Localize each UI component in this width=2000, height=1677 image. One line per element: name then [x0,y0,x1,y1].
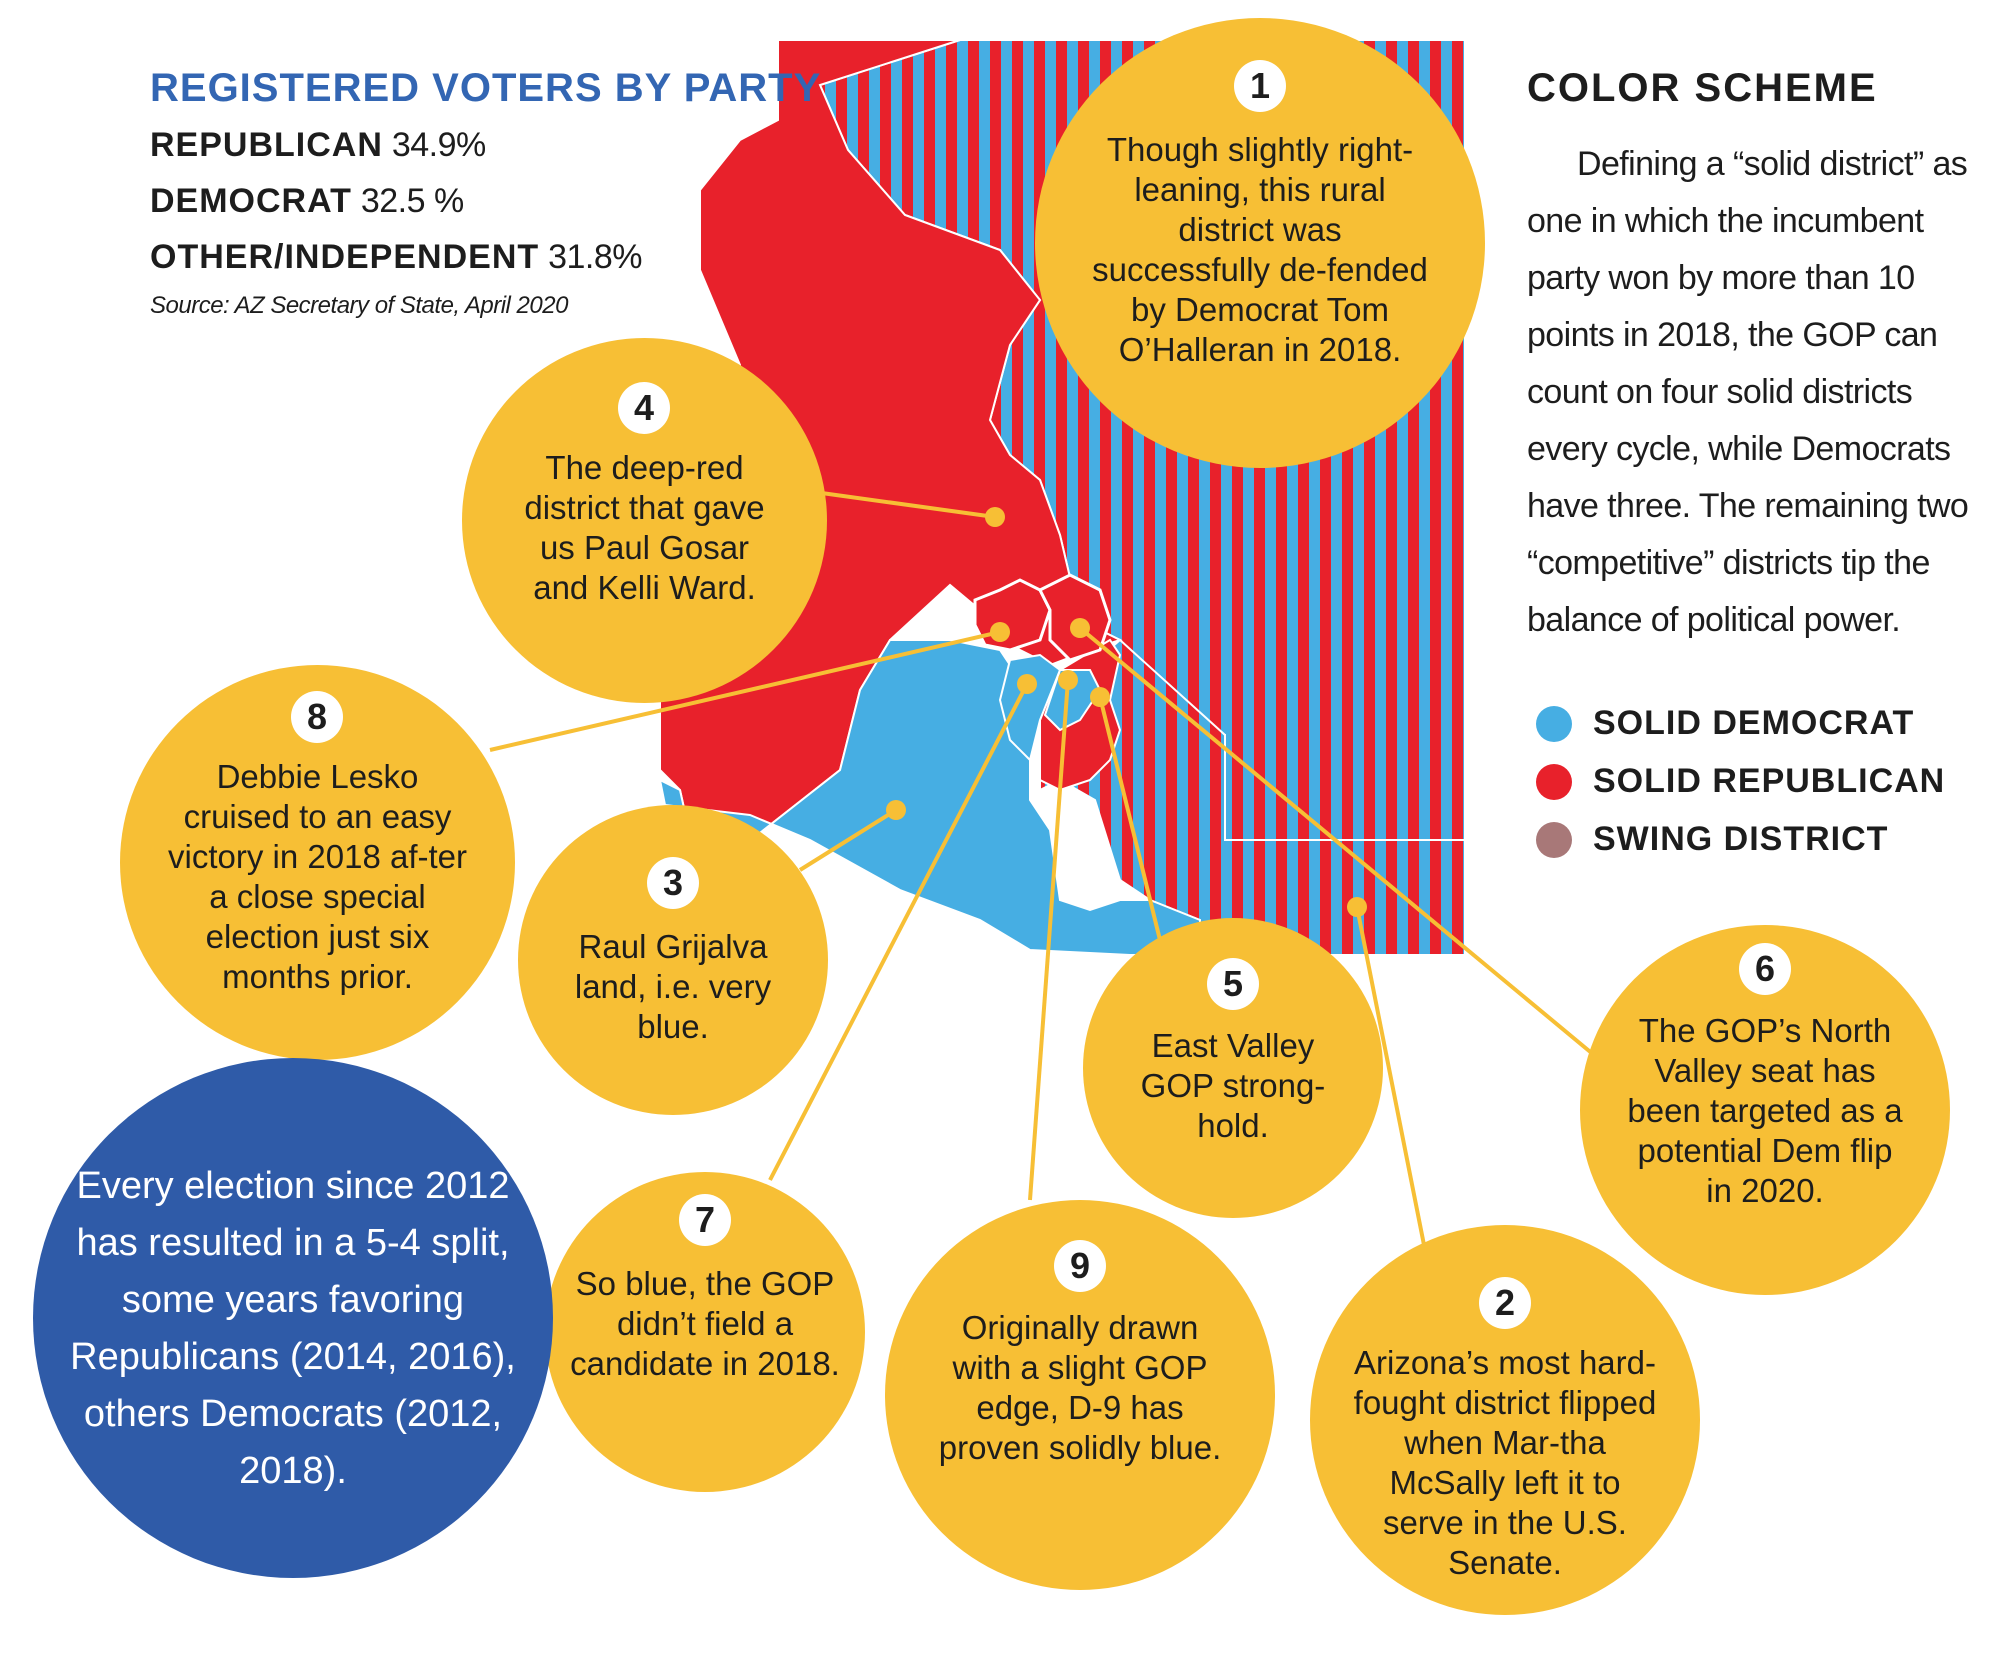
legend-swatch [1536,706,1572,742]
district-6-marker [1070,618,1090,638]
district-5-bubble: 5 East Valley GOP strong-hold. [1083,918,1383,1218]
legend-label: SWING DISTRICT [1593,820,1889,858]
district-7-area [998,653,1062,762]
district-9-area [1043,669,1102,732]
summary-callout: Every election since 2012 has resulted i… [33,1058,553,1578]
summary-text: Every election since 2012 has resulted i… [70,1165,516,1492]
district-6-bubble: 6 The GOP’s North Valley seat has been t… [1580,925,1950,1295]
district-5-marker [1090,687,1110,707]
district-4-marker [985,507,1005,527]
registered-row-republican: REPUBLICAN 34.9% [150,126,486,165]
district-8-marker [990,622,1010,642]
legend-swatch [1536,764,1572,800]
source-note: Source: AZ Secretary of State, April 202… [150,292,568,319]
district-description: Though slightly right-leaning, this rura… [1092,131,1428,368]
district-description: Arizona’s most hard-fought district flip… [1353,1344,1657,1581]
leader-line-4 [799,488,996,519]
district-number: 4 [618,382,670,434]
party-percent: 32.5 % [360,182,464,220]
party-name: DEMOCRAT [150,182,352,220]
district-number: 8 [291,691,343,743]
legend-swatch [1536,822,1572,858]
legend-label: SOLID DEMOCRAT [1593,704,1915,742]
color-scheme-description: Defining a “solid district” as one in wh… [1527,145,1969,639]
district-8-bubble: 8 Debbie Lesko cruised to an easy victor… [120,665,515,1060]
district-number: 9 [1054,1240,1106,1292]
leader-line-3 [798,808,898,872]
registered-row-democrat: DEMOCRAT 32.5 % [150,182,464,221]
district-description: Raul Grijalva land, i.e. very blue. [574,928,772,1045]
district-7-bubble: 7 So blue, the GOP didn’t field a candid… [545,1172,865,1492]
district-number: 3 [647,857,699,909]
district-description: East Valley GOP strong-hold. [1140,1027,1326,1144]
district-number: 2 [1479,1277,1531,1329]
leader-line-9 [1028,679,1070,1201]
district-description: The deep-red district that gave us Paul … [524,449,765,606]
legend-label: SOLID REPUBLICAN [1593,762,1946,800]
district-9-bubble: 9 Originally drawn with a slight GOP edg… [885,1200,1275,1590]
district-description: Originally drawn with a slight GOP edge,… [938,1309,1222,1466]
district-number: 7 [679,1194,731,1246]
district-7-marker [1017,674,1037,694]
registered-row-other: OTHER/INDEPENDENT 31.8% [150,238,642,277]
party-name: REPUBLICAN [150,126,383,164]
registered-voters-title: REGISTERED VOTERS BY PARTY [150,66,822,110]
party-percent: 31.8% [548,238,642,276]
party-percent: 34.9% [391,126,486,164]
district-number: 5 [1207,958,1259,1010]
color-scheme-title: COLOR SCHEME [1527,66,1878,110]
district-1-bubble: 1 Though slightly right-leaning, this ru… [1035,18,1485,468]
leader-line-8 [489,630,1001,752]
district-4-bubble: 4 The deep-red district that gave us Pau… [462,338,827,703]
leader-line-6 [1078,626,1602,1062]
district-2-bubble: 2 Arizona’s most hard-fought district fl… [1310,1225,1700,1615]
district-3-bubble: 3 Raul Grijalva land, i.e. very blue. [518,805,828,1115]
district-number: 1 [1234,60,1286,112]
district-3-marker [886,800,906,820]
district-number: 6 [1739,943,1791,995]
leader-line-2 [1355,906,1427,1251]
party-name: OTHER/INDEPENDENT [150,238,540,276]
leader-line-5 [1098,696,1162,941]
leader-line-7 [768,683,1029,1181]
district-2-marker [1347,897,1367,917]
district-description: So blue, the GOP didn’t field a candidat… [570,1265,840,1382]
district-description: Debbie Lesko cruised to an easy victory … [168,758,467,995]
district-9-marker [1058,670,1078,690]
district-description: The GOP’s North Valley seat has been tar… [1627,1012,1903,1209]
